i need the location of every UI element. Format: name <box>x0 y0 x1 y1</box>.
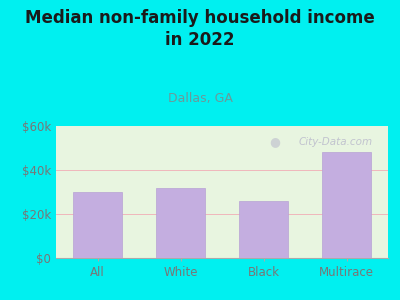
Text: Median non-family household income
in 2022: Median non-family household income in 20… <box>25 9 375 49</box>
Text: ●: ● <box>270 135 280 148</box>
Text: Dallas, GA: Dallas, GA <box>168 92 232 104</box>
Bar <box>156 188 204 258</box>
Bar <box>322 152 370 258</box>
Bar <box>74 192 122 258</box>
Text: City-Data.com: City-Data.com <box>298 137 372 147</box>
Bar <box>240 201 288 258</box>
